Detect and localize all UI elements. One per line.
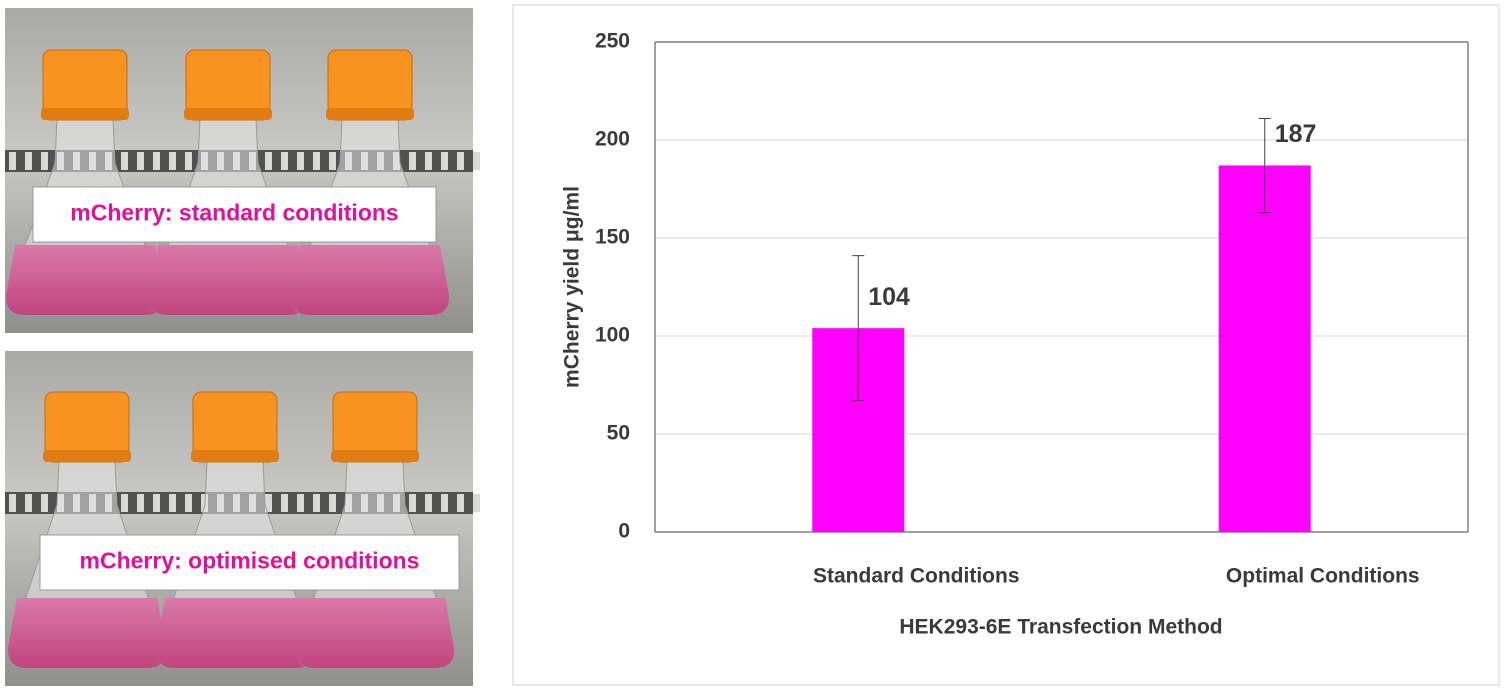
y-tick-label: 50: [607, 422, 630, 445]
chart-frame: [512, 4, 1500, 686]
shelf-slot: [153, 494, 160, 512]
y-tick-label: 250: [595, 30, 630, 53]
shelf-slot: [41, 494, 48, 512]
shelf-slot: [9, 494, 16, 512]
shelf-slot: [457, 152, 464, 170]
shelf-slot: [121, 494, 128, 512]
shelf-slot: [425, 494, 432, 512]
shelf-slot: [121, 152, 128, 170]
shelf-slot: [185, 152, 192, 170]
shelf-slot: [185, 494, 192, 512]
shelf-slot: [137, 152, 144, 170]
shelf-slot: [441, 152, 448, 170]
shelf-slot: [329, 152, 336, 170]
photo: mCherry: standard conditions: [5, 8, 480, 333]
shelf-slot: [473, 494, 480, 512]
photo-caption: mCherry: standard conditions: [70, 200, 398, 226]
shelf-slot: [153, 152, 160, 170]
shelf-slot: [297, 494, 304, 512]
data-label: 187: [1275, 120, 1317, 148]
shelf-slot: [313, 152, 320, 170]
shelf-slot: [329, 494, 336, 512]
flask-liquid: [7, 598, 167, 668]
flask-liquid: [290, 245, 450, 315]
x-tick-label: Standard Conditions: [813, 565, 1020, 588]
flask-liquid: [295, 598, 455, 668]
caption-box: [32, 186, 437, 243]
flask-liquid: [148, 245, 308, 315]
shelf-slot: [201, 494, 208, 512]
shelf-slot: [25, 152, 32, 170]
cap-ring: [184, 108, 272, 120]
cap-ring: [326, 108, 414, 120]
shelf-slot: [409, 494, 416, 512]
shelf-slot: [137, 494, 144, 512]
photos: mCherry: standard conditions mCherry: opt…: [5, 8, 480, 686]
cap-ring: [191, 450, 279, 462]
shelf-slot: [281, 152, 288, 170]
shelf-slot: [41, 152, 48, 170]
y-tick-label: 150: [595, 226, 630, 249]
y-axis-label: mCherry yield μg/ml: [561, 186, 584, 388]
shelf-slot: [313, 494, 320, 512]
flask-liquid: [155, 598, 315, 668]
photo-caption: mCherry: optimised conditions: [80, 548, 420, 574]
shelf-slot: [169, 152, 176, 170]
cap-ring: [41, 108, 129, 120]
y-tick-label: 100: [595, 324, 630, 347]
shelf-slot: [9, 152, 16, 170]
data-label: 104: [868, 283, 910, 311]
shelf-slot: [409, 152, 416, 170]
shelf-slot: [265, 494, 272, 512]
photo: mCherry: optimised conditions: [5, 351, 480, 686]
caption-box: [39, 534, 460, 591]
shelf-slot: [169, 494, 176, 512]
shelf-slot: [441, 494, 448, 512]
cap-ring: [43, 450, 131, 462]
shelf-slot: [473, 152, 480, 170]
shelf-slot: [297, 152, 304, 170]
shelf-slot: [265, 152, 272, 170]
x-tick-label: Optimal Conditions: [1226, 565, 1420, 588]
bar: [1218, 165, 1311, 533]
shelf-slot: [425, 152, 432, 170]
flask-liquid: [5, 245, 165, 315]
y-tick-label: 0: [618, 520, 630, 543]
shelf-slot: [457, 494, 464, 512]
cap-ring: [331, 450, 419, 462]
shelf-slot: [25, 494, 32, 512]
x-axis-label: HEK293-6E Transfection Method: [899, 616, 1222, 639]
shelf-slot: [281, 494, 288, 512]
y-tick-label: 200: [595, 128, 630, 151]
chart: mCherry yield μg/ml HEK293-6E Transfecti…: [561, 30, 1469, 639]
